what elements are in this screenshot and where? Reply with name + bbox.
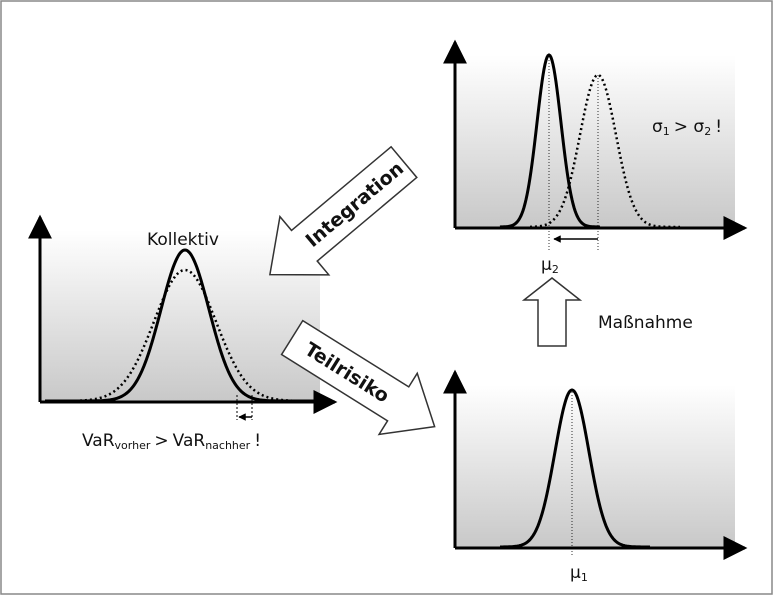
curve [45, 248, 315, 403]
panel-bg [455, 55, 735, 228]
var-note: VaRvorher > VaRnachher! [82, 431, 261, 452]
curve-dotted [45, 268, 315, 403]
curve [500, 388, 650, 549]
arrow-label: Maßnahme [598, 313, 693, 333]
sigma-note: σ1 > σ2! [652, 117, 722, 138]
curve [499, 53, 600, 229]
mu-label: μ1 [570, 563, 588, 584]
panel-bg [455, 385, 735, 548]
massnahme-arrow [521, 277, 583, 347]
label: Kollektiv [147, 230, 219, 250]
curve-dotted [530, 73, 680, 229]
arrow-label: Integration [302, 158, 408, 252]
mu-label: μ2 [541, 255, 559, 276]
